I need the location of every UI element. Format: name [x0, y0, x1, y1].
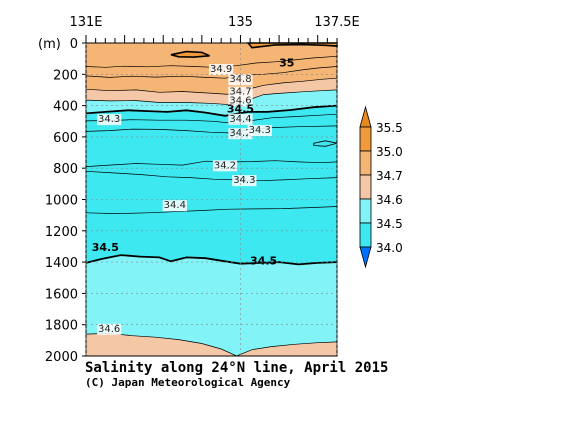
contour-label-34-3: 34.3 — [98, 114, 120, 125]
colorbar-segment — [359, 222, 372, 248]
eddy-34.2 — [313, 140, 338, 147]
y-tick-label: 800 — [53, 162, 78, 177]
contour-label-34-2: 34.2 — [214, 160, 236, 171]
colorbar-label: 34.5 — [376, 217, 403, 231]
band-surface — [86, 43, 337, 56]
x-tick-label: 135 — [228, 15, 253, 30]
colorbar-legend: 35.5 35.0 34.7 34.6 34.5 34.0 — [359, 105, 403, 269]
band-deep-34-6 — [86, 333, 337, 356]
surface-blob-west — [170, 50, 210, 58]
band-34-0-to-34-5 — [86, 105, 337, 265]
colorbar-label: 34.7 — [376, 169, 403, 183]
contour-label-34-3: 34.3 — [233, 175, 255, 186]
contour-34-4 — [85, 206, 338, 214]
contour-label-34-9: 34.9 — [210, 64, 232, 75]
contour-label-bg — [209, 64, 234, 76]
contour-label-34-6: 34.6 — [229, 95, 251, 106]
band-34-5-to-34-6-upper — [86, 89, 337, 116]
contour-34-3 — [85, 125, 338, 134]
contour-label-34-5: 34.5 — [92, 241, 119, 254]
contour-label-bg — [162, 200, 187, 212]
band-34-6-to-34-7 — [86, 78, 337, 105]
contour-label-bg — [228, 95, 253, 107]
contour-34-4 — [85, 113, 338, 124]
contour-label-bg — [97, 114, 122, 126]
contour-label-34-4: 34.4 — [164, 200, 186, 211]
contour-34-5 — [85, 254, 338, 266]
y-tick-label: 1800 — [45, 319, 78, 334]
y-axis-unit: (m) — [38, 37, 61, 52]
y-tick-label: 2000 — [45, 350, 78, 365]
x-tick-label: 131E — [69, 15, 102, 30]
colorbar-label: 34.6 — [376, 193, 403, 207]
contour-label-34-3: 34.3 — [249, 125, 271, 136]
contour-label-bg — [212, 160, 238, 172]
y-tick-label: 1200 — [45, 225, 78, 240]
colorbar-segment — [359, 126, 372, 152]
contour-lines — [85, 55, 338, 357]
contour-label-34-6: 34.6 — [98, 324, 120, 335]
colorbar-segment — [359, 198, 372, 224]
colorbar-label: 34.0 — [376, 241, 403, 255]
contour-label-bg — [228, 86, 253, 98]
axes: 0 200 400 600 800 1000 1200 1400 1600 1800 2000 (m)… — [38, 15, 360, 365]
x-tick-label: 137.5E — [314, 15, 359, 30]
colorbar-label: 35.0 — [376, 145, 403, 159]
y-tick-label: 400 — [53, 100, 78, 115]
contour-34-8 — [85, 66, 338, 79]
contour-34-6 — [85, 332, 338, 357]
contour-label-bg — [247, 125, 272, 137]
contour-label-bg — [97, 323, 122, 335]
chart-credit: (C) Japan Meteorological Agency — [85, 376, 291, 389]
contour-34-5 — [85, 104, 338, 117]
y-tick-label: 0 — [70, 37, 78, 52]
y-tick-label: 200 — [53, 68, 78, 83]
y-tick-label: 1600 — [45, 287, 78, 302]
contour-label-35: 35 — [279, 57, 294, 70]
y-tick-label: 1000 — [45, 194, 78, 209]
colorbar-bottom-triangle — [359, 246, 372, 269]
y-tick-label: 1400 — [45, 256, 78, 271]
contour-label-bg — [232, 175, 257, 187]
colorbar-segment — [359, 150, 372, 176]
colorbar-top-triangle — [359, 105, 372, 128]
contour-34-3 — [85, 170, 338, 182]
chart-title: Salinity along 24°N line, April 2015 — [85, 360, 388, 376]
contour-label-34-7: 34.7 — [229, 87, 251, 98]
contour-label-34-5: 34.5 — [250, 255, 277, 268]
colorbar-label: 35.5 — [376, 121, 403, 135]
y-tick-label: 600 — [53, 131, 78, 146]
colorbar-segment — [359, 174, 372, 200]
